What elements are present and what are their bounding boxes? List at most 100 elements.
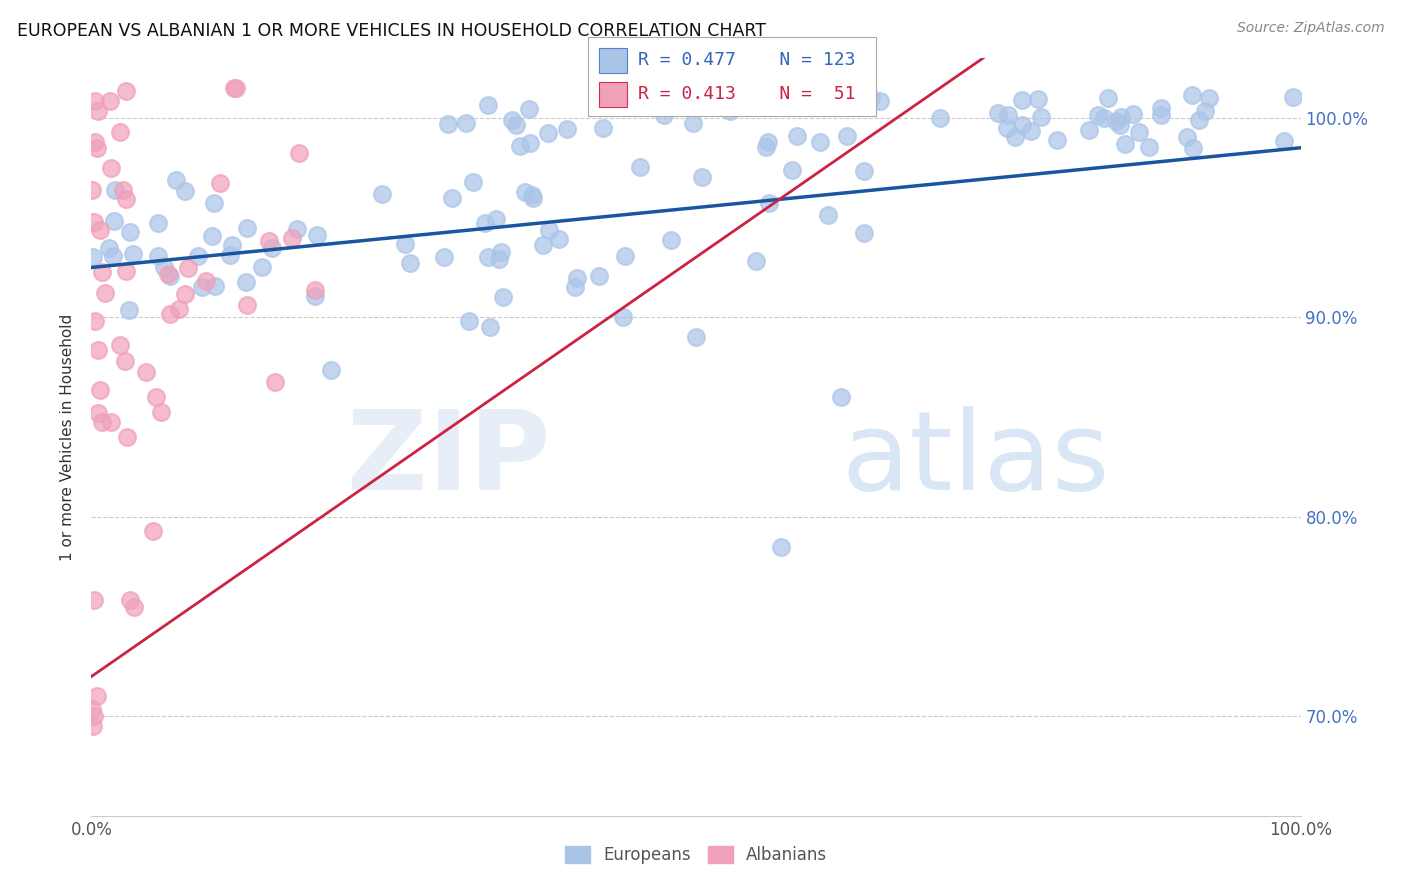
Point xyxy=(592,120,614,135)
Text: R = 0.413    N =  51: R = 0.413 N = 51 xyxy=(638,85,856,103)
Point xyxy=(513,185,536,199)
Point xyxy=(153,260,176,275)
Point xyxy=(477,251,499,265)
Point xyxy=(120,592,142,607)
Point xyxy=(745,254,768,268)
Point xyxy=(436,117,458,131)
Point xyxy=(1011,118,1033,132)
Point xyxy=(1198,90,1220,104)
Point xyxy=(769,540,792,554)
Point xyxy=(236,220,259,235)
Point xyxy=(786,128,808,143)
Point xyxy=(174,184,197,198)
Point xyxy=(86,406,108,420)
Point xyxy=(1114,136,1136,151)
Point xyxy=(756,135,779,149)
Point xyxy=(682,116,704,130)
Point xyxy=(1150,108,1173,122)
Point xyxy=(89,223,111,237)
Point xyxy=(456,116,478,130)
Point xyxy=(780,162,803,177)
Point xyxy=(204,279,226,293)
Point xyxy=(808,136,831,150)
Point xyxy=(474,216,496,230)
Point xyxy=(522,188,544,202)
Text: Source: ZipAtlas.com: Source: ZipAtlas.com xyxy=(1237,21,1385,35)
Point xyxy=(485,211,508,226)
Point xyxy=(537,126,560,140)
Point xyxy=(218,248,240,262)
Point xyxy=(94,285,117,300)
Point xyxy=(108,125,131,139)
Point xyxy=(165,173,187,187)
Point xyxy=(112,183,135,197)
Point xyxy=(89,383,111,397)
Point xyxy=(121,247,143,261)
Point xyxy=(793,91,815,105)
Point xyxy=(174,286,197,301)
Point xyxy=(191,280,214,294)
Point xyxy=(370,186,392,201)
Point xyxy=(853,164,876,178)
Point xyxy=(537,223,560,237)
Point xyxy=(1046,133,1069,147)
Point xyxy=(118,302,141,317)
Point xyxy=(82,251,104,265)
Point xyxy=(869,94,891,108)
Point xyxy=(156,267,179,281)
Point xyxy=(758,195,780,210)
Point xyxy=(194,274,217,288)
Point xyxy=(235,275,257,289)
Point xyxy=(835,128,858,143)
Point xyxy=(1077,123,1099,137)
Point xyxy=(285,222,308,236)
Text: atlas: atlas xyxy=(841,407,1109,513)
Point xyxy=(98,95,121,109)
Point xyxy=(613,249,636,263)
Point xyxy=(1180,88,1202,103)
Point xyxy=(509,139,531,153)
Point xyxy=(222,81,245,95)
Point xyxy=(548,232,571,246)
Point xyxy=(488,252,510,266)
Point xyxy=(114,353,136,368)
Point xyxy=(135,366,157,380)
Point xyxy=(505,118,527,132)
Point xyxy=(1282,90,1305,104)
Text: R = 0.477    N = 123: R = 0.477 N = 123 xyxy=(638,52,856,70)
Point xyxy=(120,225,142,239)
Point xyxy=(830,390,852,404)
Y-axis label: 1 or more Vehicles in Household: 1 or more Vehicles in Household xyxy=(60,313,76,561)
Point xyxy=(531,237,554,252)
Point xyxy=(187,249,209,263)
Point xyxy=(718,103,741,118)
Point xyxy=(83,135,105,149)
Point xyxy=(1105,114,1128,128)
Text: EUROPEAN VS ALBANIAN 1 OR MORE VEHICLES IN HOUSEHOLD CORRELATION CHART: EUROPEAN VS ALBANIAN 1 OR MORE VEHICLES … xyxy=(17,22,766,40)
Point xyxy=(1175,129,1198,144)
Text: ZIP: ZIP xyxy=(347,407,551,513)
Point xyxy=(565,271,588,285)
Point xyxy=(84,314,107,328)
Point xyxy=(522,191,544,205)
Point xyxy=(142,524,165,538)
Point xyxy=(146,249,169,263)
Point xyxy=(995,121,1018,136)
Point xyxy=(86,690,108,704)
Point xyxy=(150,404,173,418)
Point xyxy=(83,214,105,228)
Point xyxy=(440,191,463,205)
Point xyxy=(84,94,107,108)
Point xyxy=(1087,108,1109,122)
Legend: Europeans, Albanians: Europeans, Albanians xyxy=(558,839,834,871)
Point xyxy=(159,308,181,322)
Point xyxy=(461,175,484,189)
Point xyxy=(491,290,513,304)
Point xyxy=(148,216,170,230)
Point xyxy=(86,141,108,155)
Point xyxy=(87,103,110,118)
Point xyxy=(394,236,416,251)
Point xyxy=(1150,101,1173,115)
Point xyxy=(82,719,104,733)
Point xyxy=(929,112,952,126)
